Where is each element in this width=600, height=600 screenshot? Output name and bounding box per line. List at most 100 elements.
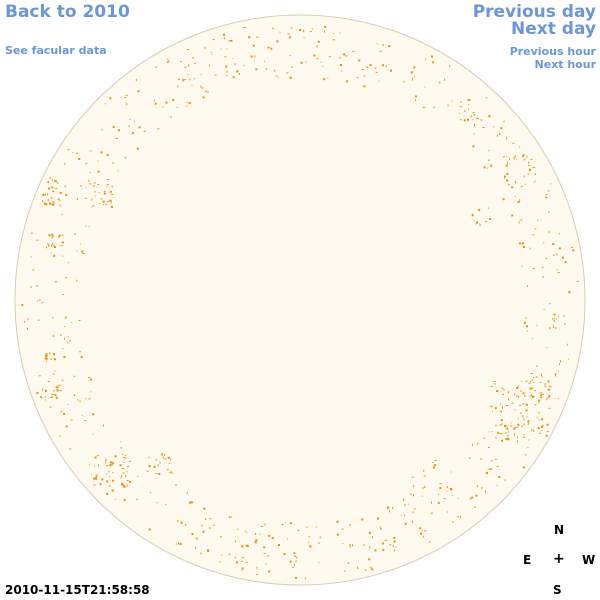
facula-speck — [114, 455, 117, 458]
facula-speck — [497, 134, 498, 137]
facula-speck — [294, 555, 296, 557]
previous-hour-link[interactable]: Previous hour — [509, 45, 596, 58]
facula-speck — [446, 490, 448, 492]
facula-speck — [385, 65, 387, 68]
facula-speck — [59, 204, 61, 207]
facula-speck — [159, 461, 161, 464]
facula-speck — [501, 439, 504, 442]
facula-speck — [85, 398, 87, 400]
facula-speck — [414, 95, 417, 98]
facula-speck — [516, 159, 518, 161]
facula-speck — [495, 436, 497, 439]
facula-speck — [52, 316, 54, 319]
facula-speck — [36, 285, 39, 287]
facula-speck — [182, 79, 185, 82]
facula-speck — [53, 254, 56, 257]
facula-speck — [254, 55, 256, 58]
facula-speck — [208, 64, 210, 67]
facula-speck — [291, 66, 293, 69]
facula-speck — [414, 75, 415, 77]
facula-speck — [524, 394, 526, 397]
facula-speck — [309, 30, 312, 32]
facula-speck — [52, 201, 55, 203]
facula-speck — [308, 536, 311, 538]
facula-speck — [76, 250, 78, 252]
facula-speck — [521, 245, 523, 247]
facula-speck — [315, 526, 317, 528]
facula-speck — [183, 79, 186, 81]
next-day-link[interactable]: Next day — [511, 19, 596, 39]
facula-speck — [508, 398, 509, 401]
facula-speck — [516, 440, 518, 443]
previous-day-link[interactable]: Previous day — [472, 2, 596, 22]
facula-speck — [44, 389, 47, 392]
facula-speck — [496, 390, 499, 392]
facula-speck — [506, 161, 508, 164]
facula-speck — [544, 383, 547, 385]
facula-speck — [525, 403, 528, 406]
facula-speck — [382, 548, 385, 551]
facula-speck — [286, 72, 289, 74]
facula-speck — [230, 39, 233, 42]
facula-speck — [516, 436, 518, 439]
facula-speck — [40, 396, 42, 398]
facula-speck — [558, 316, 559, 318]
facula-speck — [534, 173, 536, 176]
facula-speck — [136, 498, 139, 500]
facula-speck — [540, 397, 543, 399]
facula-speck — [349, 524, 351, 526]
facula-speck — [107, 179, 110, 180]
facula-speck — [522, 466, 525, 469]
facula-speck — [63, 412, 65, 415]
facula-speck — [535, 376, 538, 378]
facula-speck — [60, 245, 63, 247]
facula-speck — [63, 337, 65, 340]
facula-speck — [64, 185, 66, 188]
facula-speck — [26, 327, 28, 330]
facula-speck — [288, 36, 291, 39]
facula-speck — [51, 197, 53, 199]
facula-speck — [100, 198, 103, 200]
facula-speck — [392, 545, 394, 548]
facula-speck — [220, 48, 222, 50]
facula-speck — [514, 155, 516, 157]
facula-speck — [46, 359, 48, 361]
facula-speck — [42, 200, 44, 203]
facula-speck — [44, 202, 46, 205]
facula-speck — [153, 99, 155, 102]
facula-speck — [423, 475, 426, 477]
facula-speck — [506, 179, 508, 182]
facula-speck — [47, 380, 50, 382]
facula-speck — [514, 426, 517, 428]
facula-speck — [201, 87, 204, 89]
facula-speck — [180, 521, 183, 524]
facula-speck — [514, 195, 516, 197]
facula-speck — [121, 482, 123, 485]
facula-speck — [55, 396, 58, 399]
facula-speck — [379, 50, 382, 52]
facula-speck — [501, 423, 503, 426]
facula-speck — [51, 179, 53, 182]
facula-speck — [459, 119, 462, 121]
facula-speck — [77, 398, 79, 401]
facula-speck — [170, 470, 172, 472]
facula-speck — [525, 317, 527, 320]
next-hour-link[interactable]: Next hour — [534, 58, 597, 71]
facula-speck — [194, 546, 196, 549]
facula-speck — [409, 493, 412, 495]
facula-speck — [433, 464, 436, 467]
facula-speck — [523, 158, 525, 161]
facula-speck — [539, 392, 541, 394]
facula-speck — [122, 457, 125, 459]
facula-speck — [53, 353, 55, 356]
facula-speck — [412, 77, 414, 80]
facula-speck — [105, 203, 108, 205]
facula-speck — [544, 385, 547, 387]
facula-speck — [184, 66, 187, 68]
facula-speck — [556, 269, 558, 271]
see-facular-data-link[interactable]: See facular data — [5, 44, 107, 57]
back-to-year-link[interactable]: Back to 2010 — [5, 2, 130, 22]
facula-speck — [234, 540, 236, 543]
facula-speck — [511, 214, 514, 217]
facula-speck — [185, 524, 187, 527]
